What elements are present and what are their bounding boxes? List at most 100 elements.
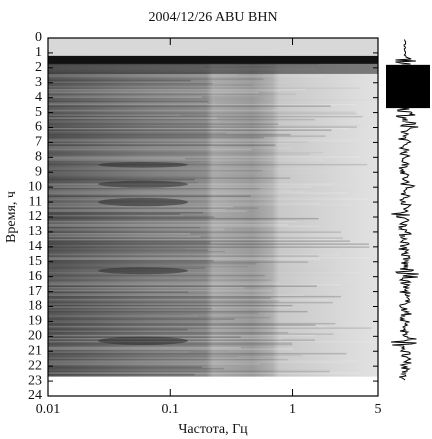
spectrum-stripe (48, 307, 212, 310)
spectrum-stripe (48, 235, 201, 238)
spectrum-stripe (48, 132, 227, 134)
y-tick-label: 17 (28, 284, 42, 299)
spectrum-stripe (48, 144, 276, 146)
y-tick-label: 12 (28, 209, 42, 224)
spectrum-stripe (48, 77, 234, 79)
spectrum-stripe (48, 369, 331, 371)
spectrum-stripe (48, 372, 361, 374)
y-tick-label: 6 (35, 120, 42, 135)
spectrum-band (48, 63, 378, 74)
spectrum-stripe (48, 153, 311, 155)
y-tick-label: 4 (35, 90, 42, 105)
spectrum-stripe (48, 108, 302, 110)
spectrum-stripe (48, 171, 340, 173)
spectrum-stripe (48, 367, 224, 370)
spectrum-stripe (48, 348, 294, 350)
spectrum-stripe (48, 325, 326, 328)
spectrum-stripe (48, 363, 261, 365)
spectrum-stripe (48, 88, 306, 91)
spectrum-stripe (48, 184, 350, 187)
spectrum-stripe (48, 107, 229, 109)
spectrum-stripe (48, 174, 222, 176)
spectrum-stripe (48, 127, 351, 130)
spectrum-stripe (48, 283, 341, 286)
spectrum-stripe (48, 226, 200, 229)
spectrum-stripe (48, 271, 360, 274)
y-tick-label: 23 (28, 373, 42, 388)
y-tick-label: 16 (28, 269, 42, 284)
spectrum-stripe (48, 217, 319, 220)
spectrum-stripe (48, 205, 234, 208)
spectrum-stripe (48, 222, 246, 224)
spectrum-blob (98, 180, 188, 188)
spectrum-stripe (48, 145, 213, 148)
y-tick-label: 8 (35, 150, 42, 165)
spectrum-stripe (48, 216, 215, 218)
spectrum-stripe (48, 292, 185, 295)
spectrum-band (48, 55, 378, 64)
spectrum-background (48, 55, 378, 377)
spectrum-stripe (48, 314, 191, 316)
spectrum-stripe (48, 331, 289, 334)
spectrum-stripe (48, 252, 199, 254)
spectrum-stripe (48, 321, 301, 323)
y-tick-label: 2 (35, 60, 42, 75)
spectrum-stripe (48, 94, 258, 97)
spectrum-stripe (48, 343, 293, 346)
spectrum-stripe (48, 187, 261, 190)
spectrum-stripe (48, 85, 286, 88)
spectrum-stripe (48, 73, 239, 76)
spectrum-stripe (48, 295, 342, 298)
spectrum-stripe (48, 225, 320, 227)
y-tick-label: 22 (28, 358, 42, 373)
spectrum-stripe (48, 366, 203, 368)
spectrum-stripe (48, 109, 277, 112)
spectrum-stripe (48, 361, 345, 364)
spectrum-stripe (48, 79, 191, 82)
spectrum-stripe (48, 129, 332, 131)
spectrum-stripe (48, 349, 228, 352)
spectrum-stripe (48, 193, 277, 196)
spectrum-stripe (48, 298, 329, 301)
x-axis-label: Частота, Гц (178, 422, 248, 437)
y-tick-label: 0 (35, 30, 42, 45)
spectrum-stripe (48, 112, 358, 115)
spectrum-stripe (48, 255, 319, 257)
spectrum-stripe (48, 373, 195, 376)
spectrum-stripe (48, 309, 246, 311)
spectrum-stripe (48, 261, 309, 263)
spectrum-stripe (48, 276, 330, 278)
spectrum-stripe (48, 274, 265, 277)
spectrum-stripe (48, 151, 324, 154)
spectrum-stripe (48, 148, 252, 151)
spectrum-stripe (48, 204, 353, 206)
spectrum-stripe (48, 322, 336, 325)
spectrum-stripe (48, 141, 308, 143)
spectrum-stripe (48, 189, 293, 191)
spectrum-stripe (48, 178, 195, 181)
spectrum-blob (98, 336, 188, 346)
spectrum-stripe (48, 115, 363, 118)
spectrum-stripe (48, 246, 370, 248)
spectrum-stripe (48, 288, 347, 290)
y-tick-label: 18 (28, 299, 42, 314)
spectrum-stripe (48, 301, 333, 304)
spectrum-stripe (48, 294, 305, 296)
spectrum-stripe (48, 259, 214, 262)
spectrum-stripe (48, 247, 186, 250)
spectrum-stripe (48, 300, 279, 302)
spectrum-stripe (48, 310, 308, 313)
y-tick-label: 15 (28, 254, 42, 269)
spectrum-stripe (48, 354, 302, 356)
spectrum-stripe (48, 201, 361, 203)
spectrum-stripe (48, 196, 355, 199)
spectrum-blob (98, 197, 188, 207)
spectrum-stripe (48, 157, 185, 160)
spectrum-stripe (48, 105, 331, 107)
x-tick-label: 1 (289, 402, 296, 417)
spectrum-stripe (48, 168, 314, 170)
spectrum-stripe (48, 155, 333, 157)
spectrum-stripe (48, 130, 325, 133)
spectrum-stripe (48, 126, 357, 128)
